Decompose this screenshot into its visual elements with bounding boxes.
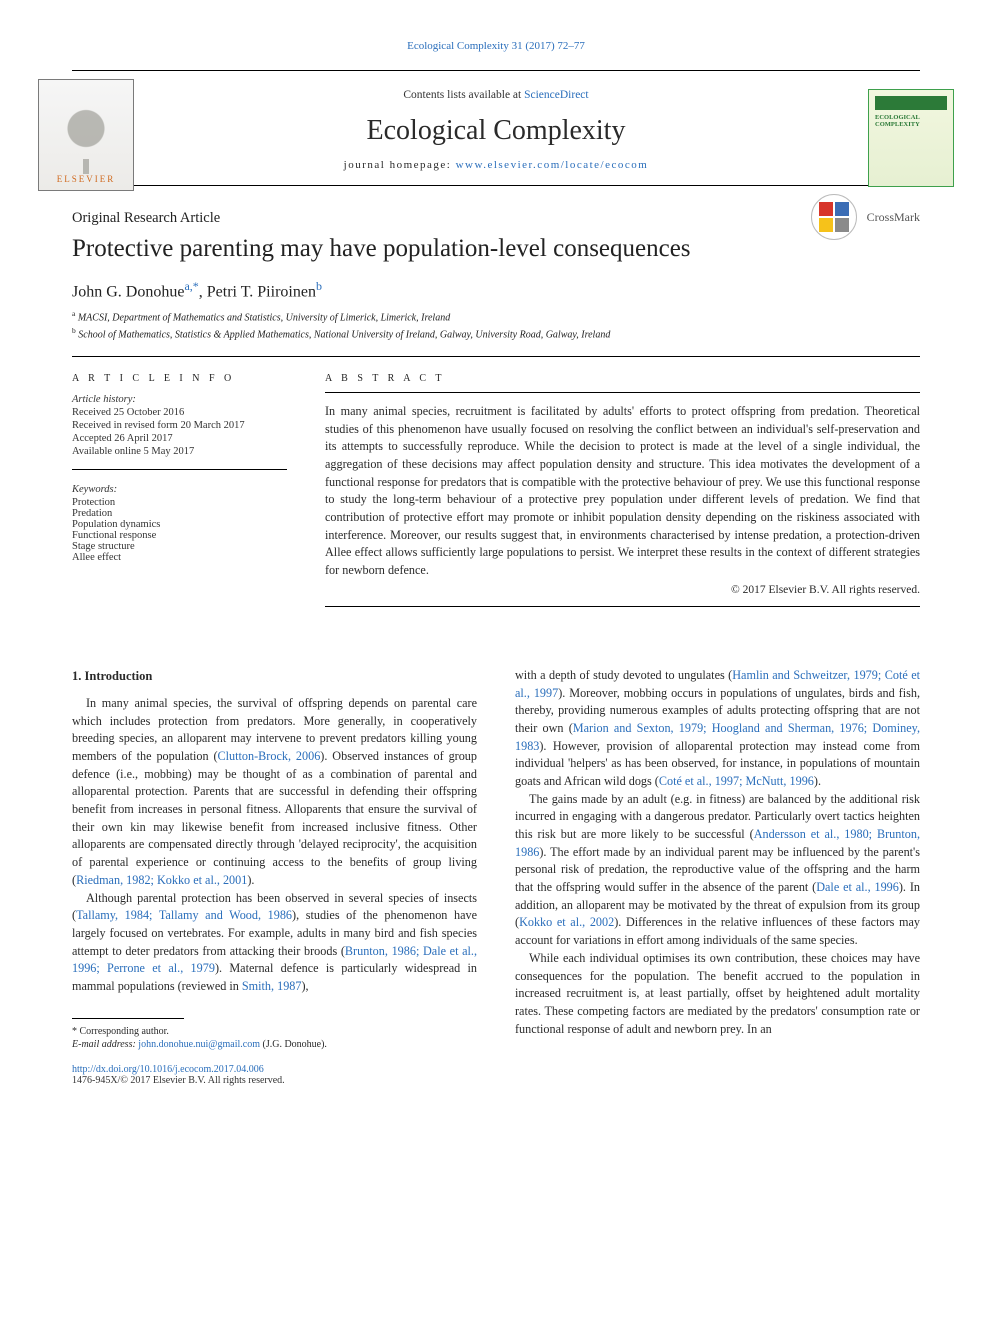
keyword: Functional response <box>72 530 287 541</box>
article-title: Protective parenting may have population… <box>72 235 920 263</box>
email-link[interactable]: john.donohue.nui@gmail.com <box>138 1039 260 1050</box>
body-columns: 1. Introduction In many animal species, … <box>72 667 920 1052</box>
keyword: Stage structure <box>72 541 287 552</box>
article-info-block: A R T I C L E I N F O Article history: R… <box>72 373 287 607</box>
corresponding-footnote: * Corresponding author. <box>72 1025 477 1039</box>
cite-link[interactable]: Clutton-Brock, 2006 <box>218 749 321 763</box>
crossmark-label: CrossMark <box>867 210 920 225</box>
intro-paragraph-5: While each individual optimises its own … <box>515 950 920 1038</box>
author-1: John G. Donohue <box>72 283 184 300</box>
history-revised: Received in revised form 20 March 2017 <box>72 420 287 431</box>
intro-paragraph-2: Although parental protection has been ob… <box>72 890 477 996</box>
history-online: Available online 5 May 2017 <box>72 446 287 457</box>
cite-link[interactable]: Tallamy, 1984; Tallamy and Wood, 1986 <box>76 908 292 922</box>
affiliation-b: b School of Mathematics, Statistics & Ap… <box>72 326 920 340</box>
cite-link[interactable]: Riedman, 1982; Kokko et al., 2001 <box>76 873 247 887</box>
cite-link[interactable]: Smith, 1987 <box>242 979 302 993</box>
section-heading-intro: 1. Introduction <box>72 667 477 685</box>
info-sub-rule <box>72 469 287 470</box>
abstract-copyright: © 2017 Elsevier B.V. All rights reserved… <box>325 584 920 596</box>
running-head-link[interactable]: Ecological Complexity 31 (2017) 72–77 <box>407 40 585 52</box>
email-footnote: E-mail address: john.donohue.nui@gmail.c… <box>72 1038 477 1052</box>
intro-paragraph-4: The gains made by an adult (e.g. in fitn… <box>515 791 920 950</box>
cover-label: ECOLOGICAL COMPLEXITY <box>875 114 947 128</box>
doi-link[interactable]: http://dx.doi.org/10.1016/j.ecocom.2017.… <box>72 1064 264 1075</box>
journal-cover-thumbnail: ECOLOGICAL COMPLEXITY <box>868 89 954 187</box>
abstract-block: A B S T R A C T In many animal species, … <box>325 373 920 607</box>
history-head: Article history: <box>72 394 136 405</box>
crossmark-badge[interactable]: CrossMark <box>811 194 920 240</box>
keywords-head: Keywords: <box>72 484 287 495</box>
article-type: Original Research Article <box>72 210 920 227</box>
keyword: Allee effect <box>72 552 287 563</box>
homepage-line: journal homepage: www.elsevier.com/locat… <box>72 159 920 171</box>
intro-paragraph-1: In many animal species, the survival of … <box>72 695 477 890</box>
affil-ref-a[interactable]: a, <box>184 279 192 293</box>
contents-line: Contents lists available at ScienceDirec… <box>72 89 920 101</box>
author-2: Petri T. Piiroinen <box>207 283 316 300</box>
keyword: Protection <box>72 497 287 508</box>
issn-line: 1476-945X/© 2017 Elsevier B.V. All right… <box>72 1075 920 1086</box>
sciencedirect-link[interactable]: ScienceDirect <box>524 89 589 101</box>
abstract-head: A B S T R A C T <box>325 373 920 384</box>
keyword: Predation <box>72 508 287 519</box>
journal-homepage-link[interactable]: www.elsevier.com/locate/ecocom <box>456 159 649 171</box>
branding-box: ELSEVIER ECOLOGICAL COMPLEXITY Contents … <box>72 70 920 186</box>
history-accepted: Accepted 26 April 2017 <box>72 433 287 444</box>
cite-link[interactable]: Dale et al., 1996 <box>816 880 899 894</box>
article-info-head: A R T I C L E I N F O <box>72 373 287 384</box>
publisher-name: ELSEVIER <box>57 174 116 184</box>
cite-link[interactable]: Kokko et al., 2002 <box>519 915 614 929</box>
crossmark-icon <box>819 202 849 232</box>
running-head: Ecological Complexity 31 (2017) 72–77 <box>72 40 920 52</box>
cover-topbar <box>875 96 947 110</box>
footnote-separator <box>72 1018 184 1019</box>
keyword: Population dynamics <box>72 519 287 530</box>
doi-block: http://dx.doi.org/10.1016/j.ecocom.2017.… <box>72 1064 920 1086</box>
affil-ref-b[interactable]: b <box>316 279 322 293</box>
abstract-text: In many animal species, recruitment is f… <box>325 403 920 580</box>
abstract-top-rule <box>325 392 920 393</box>
history-received: Received 25 October 2016 <box>72 407 287 418</box>
affiliation-a: a MACSI, Department of Mathematics and S… <box>72 309 920 323</box>
author-line: John G. Donohuea,*, Petri T. Piiroinenb <box>72 279 920 301</box>
intro-paragraph-3: with a depth of study devoted to ungulat… <box>515 667 920 791</box>
publisher-logo: ELSEVIER <box>38 79 134 191</box>
elsevier-tree-icon <box>56 104 116 174</box>
journal-title: Ecological Complexity <box>72 115 920 147</box>
abstract-bottom-rule <box>325 606 920 607</box>
cite-link[interactable]: Coté et al., 1997; McNutt, 1996 <box>659 774 814 788</box>
